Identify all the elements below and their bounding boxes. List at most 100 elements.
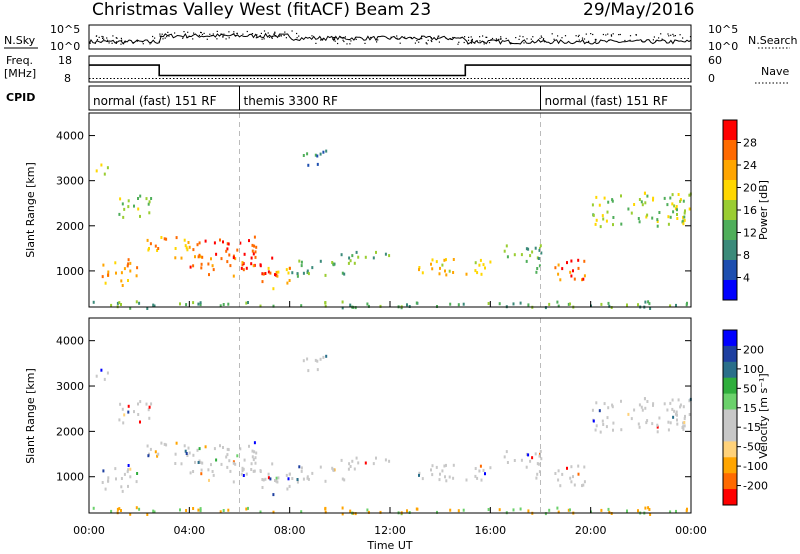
velocity-cell <box>601 419 604 423</box>
nsearch-point <box>296 37 298 39</box>
power-cell <box>364 255 367 259</box>
velocity-cell <box>324 506 327 510</box>
velocity-cell <box>608 510 611 514</box>
nsearch-point <box>667 33 669 35</box>
power-cell <box>226 260 229 264</box>
velocity-cell <box>232 480 235 484</box>
power-cell <box>188 245 191 249</box>
velocity-cell <box>199 509 202 513</box>
velocity-cell <box>121 407 124 411</box>
nsearch-point <box>256 34 258 36</box>
velocity-cell <box>247 506 249 510</box>
power-cell <box>566 261 568 265</box>
power-cell <box>445 258 447 262</box>
velocity-cell <box>349 509 352 513</box>
power-cell <box>227 242 230 246</box>
nsearch-point <box>500 37 502 40</box>
power-cell <box>548 302 551 306</box>
nsearch-point <box>96 39 99 41</box>
velocity-cell <box>341 506 344 510</box>
nsearch-point <box>96 40 98 42</box>
nsearch-point <box>296 32 298 35</box>
nsearch-point <box>222 35 224 37</box>
power-cell <box>228 253 231 257</box>
nsearch-point <box>242 33 244 35</box>
nsearch-point <box>115 37 117 39</box>
power-cell <box>557 272 560 276</box>
nsearch-point <box>280 34 282 37</box>
nsearch-point <box>278 35 280 37</box>
velocity-cell <box>187 446 190 450</box>
velocity-cell <box>347 467 350 471</box>
velocity-cell <box>184 449 187 453</box>
velocity-cell <box>197 508 200 512</box>
power-cell <box>156 249 159 252</box>
nsearch-point <box>610 35 613 37</box>
velocity-cell <box>567 508 570 512</box>
velocity-cell <box>688 413 691 416</box>
nsearch-point <box>467 43 469 45</box>
power-cell <box>261 280 264 284</box>
power-cell <box>349 303 352 307</box>
velocity-cell <box>540 457 543 461</box>
velocity-cell <box>600 508 603 512</box>
power-cell <box>129 261 132 265</box>
power-cell <box>298 259 301 263</box>
nsearch-point <box>152 35 154 38</box>
velocity-cell <box>165 443 168 447</box>
power-cell <box>611 199 614 203</box>
velocity-cell <box>275 476 278 480</box>
nsearch-point <box>661 38 663 40</box>
velocity-cell <box>595 424 598 428</box>
power-cell <box>674 207 677 211</box>
velocity-cell <box>591 408 594 412</box>
power-cell <box>118 301 121 305</box>
velocity-cell <box>438 478 441 482</box>
velocity-cell <box>349 465 352 468</box>
velocity-cell <box>272 510 275 514</box>
power-cell <box>277 270 280 274</box>
velocity-cell <box>638 425 641 429</box>
velocity-cell <box>123 472 126 476</box>
nsearch-point <box>483 41 485 43</box>
power-cell <box>236 248 239 252</box>
power-cell <box>138 301 141 305</box>
colorbar-segment <box>723 160 737 181</box>
nsearch-point <box>106 39 109 41</box>
velocity-cell <box>148 416 151 420</box>
nsearch-point <box>95 35 97 37</box>
power-cell <box>254 250 257 254</box>
nsearch-point <box>605 34 607 36</box>
xtick-label: 20:00 <box>575 524 607 537</box>
velocity-cell <box>431 473 434 477</box>
power-cell <box>201 255 204 259</box>
nsearch-point <box>655 40 657 42</box>
nsearch-point <box>619 33 621 36</box>
velocity-cell <box>364 461 367 465</box>
nsearch-point <box>160 36 162 38</box>
velocity-cell <box>683 424 686 428</box>
nsearch-point <box>689 36 692 38</box>
velocity-cell <box>262 478 265 482</box>
power-cell <box>324 273 327 277</box>
velocity-cell <box>197 461 200 464</box>
power-cell <box>300 264 303 268</box>
nsearch-point <box>233 33 235 35</box>
nsearch-point <box>437 35 439 37</box>
power-cell <box>525 259 528 263</box>
nsearch-point <box>526 38 528 40</box>
velocity-cell <box>607 406 610 410</box>
velocity-cell <box>252 469 255 473</box>
power-cell <box>183 238 186 242</box>
nsearch-point <box>255 37 257 39</box>
velocity-cell <box>215 458 218 462</box>
power-cell <box>275 270 278 274</box>
velocity-cell <box>581 484 583 488</box>
velocity-cell <box>137 402 139 406</box>
cpid-modes: normal (fast) 151 RF themis 3300 RF normal… <box>93 86 668 110</box>
power-cell <box>354 306 357 310</box>
nsearch-point <box>267 32 269 34</box>
velocity-cell <box>536 472 539 476</box>
power-cell <box>311 266 314 270</box>
colorbar-segment <box>723 425 737 442</box>
